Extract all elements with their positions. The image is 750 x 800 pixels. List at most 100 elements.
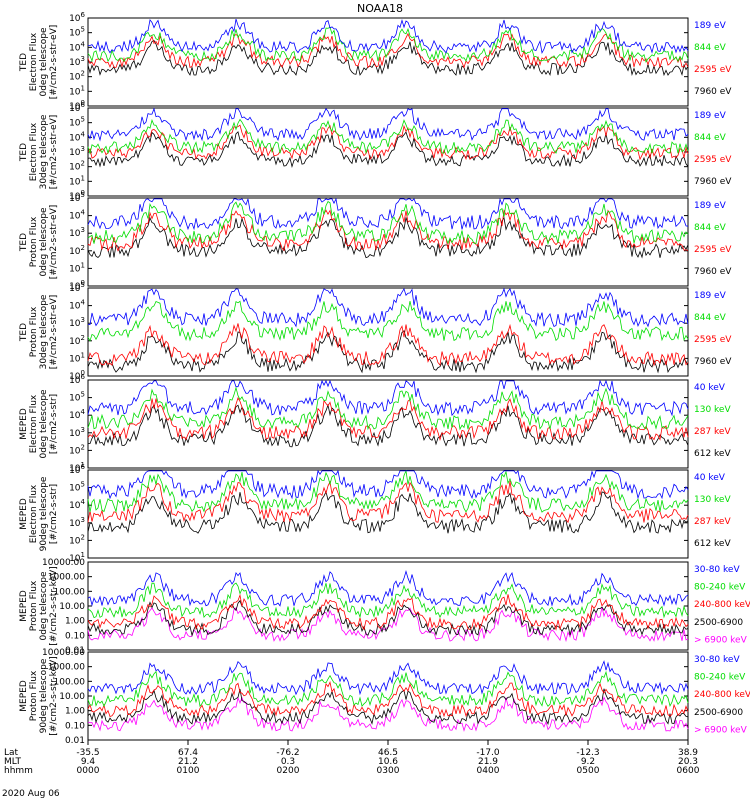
y-tick-label: 102 [69, 533, 85, 546]
y-tick-label: 100.00 [54, 677, 86, 687]
y-tick-label: 1.00 [65, 707, 85, 717]
series-line [87, 323, 689, 367]
y-tick-label: 105 [69, 116, 85, 129]
legend-entry: 2595 eV [694, 65, 732, 75]
y-tick-label: 10.00 [59, 692, 85, 702]
series-line [87, 599, 689, 637]
panel-frame [87, 197, 689, 287]
series-line [87, 118, 689, 155]
y-tick-label: 103 [69, 55, 85, 68]
legend-entry: 7960 eV [694, 357, 732, 367]
y-tick-label: 106 [69, 11, 85, 24]
x-tick-label-hhmm: 0500 [577, 766, 600, 776]
panel-meped-proton-90deg: 0.01 0.10 1.00 10.00 100.00 1000.00 10000.00ME… [19, 648, 750, 746]
series-line [87, 287, 689, 328]
series-line [87, 696, 689, 732]
y-tick-label: 1.00 [65, 617, 85, 627]
series-line [87, 469, 689, 500]
x-tick-label-lat: 46.5 [378, 748, 398, 758]
y-tick-label: 101 [69, 174, 85, 187]
series-line [87, 39, 689, 77]
series-line [87, 216, 689, 259]
legend-entry: 7960 eV [694, 267, 732, 277]
legend-entry: 189 eV [694, 291, 727, 301]
x-tick-label-mlt: 9.4 [81, 757, 96, 767]
series-line [87, 209, 689, 252]
legend-entry: 80-240 keV [694, 673, 746, 683]
panel-frame [87, 469, 689, 559]
x-tick-label-lat: -17.0 [476, 748, 500, 758]
legend-entry: 40 keV [694, 473, 726, 483]
y-tick-label: 102 [69, 70, 85, 83]
legend-entry: 2595 eV [694, 335, 732, 345]
x-row-label: MLT [4, 757, 22, 767]
series-line [87, 107, 689, 142]
panel-frame [87, 379, 689, 469]
y-tick-label: 103 [69, 426, 85, 439]
x-tick-label-mlt: 21.2 [178, 757, 198, 767]
y-tick-label: 0.01 [65, 736, 85, 746]
x-tick-label-hhmm: 0000 [77, 766, 100, 776]
x-tick-label-lat: 67.4 [178, 748, 198, 758]
legend-entry: 240-800 keV [694, 600, 750, 610]
x-tick-label-lat: -76.2 [276, 748, 299, 758]
x-tick-label-hhmm: 0400 [477, 766, 500, 776]
legend-entry: 80-240 keV [694, 583, 746, 593]
x-tick-label-mlt: 20.3 [678, 757, 698, 767]
legend-entry: 30-80 keV [694, 655, 740, 665]
y-tick-label: 105 [69, 26, 85, 39]
x-tick-label-hhmm: 0600 [677, 766, 700, 776]
panel-frame [87, 287, 689, 377]
series-line [88, 18, 689, 55]
figure-title: NOAA18 [357, 2, 403, 15]
series-line [87, 330, 689, 374]
y-axis-label: MEPEDElectron Flux90deg telescope[#/cm2-… [19, 476, 59, 551]
y-axis-label: TEDProton Flux30deg telescope[#/cm2-s-st… [19, 294, 59, 369]
series-line [87, 688, 689, 726]
date-label: 2020 Aug 06 [2, 789, 60, 799]
legend-entry: 844 eV [694, 313, 727, 323]
legend-entry: 612 keV [694, 539, 731, 549]
y-tick-label: 104 [69, 209, 85, 222]
y-axis-label: MEPEDElectron Flux0deg telescope[#/cm2-s… [19, 389, 59, 459]
y-tick-label: 102 [69, 160, 85, 173]
legend-entry: 844 eV [694, 43, 727, 53]
y-axis-label: MEPEDProton Flux0deg telescope[#/cm2-s-s… [19, 566, 59, 645]
y-tick-label: 0.01 [65, 646, 85, 656]
legend-entry: 612 keV [694, 449, 731, 459]
series-line [87, 124, 689, 161]
legend-entry: 7960 eV [694, 87, 732, 97]
series-line [87, 131, 689, 168]
legend-entry: 189 eV [694, 111, 727, 121]
legend-entry: 2595 eV [694, 245, 732, 255]
legend-entry: > 6900 keV [694, 725, 748, 735]
series-line [87, 681, 689, 718]
legend-entry: 2500-6900 [694, 708, 743, 718]
y-tick-label: 103 [69, 516, 85, 529]
series-line [87, 197, 689, 231]
y-tick-label: 10.00 [59, 602, 85, 612]
y-tick-label: 104 [69, 408, 85, 421]
y-tick-label: 104 [69, 130, 85, 143]
y-axis-label: TEDProton Flux0deg telescope[#/cm2-s-str… [19, 205, 59, 280]
y-tick-label: 1000.00 [48, 663, 85, 673]
series-line [87, 26, 689, 63]
y-tick-label: 101 [69, 84, 85, 97]
y-tick-label: 105 [69, 481, 85, 494]
y-tick-label: 0.10 [65, 631, 85, 641]
series-line [87, 379, 689, 417]
series-line [87, 480, 689, 524]
y-axis-label: TEDElectron Flux30deg telescope[#/cm2-s-… [19, 114, 59, 189]
legend-entry: 40 keV [694, 383, 726, 393]
legend-entry: 130 keV [694, 405, 731, 415]
y-tick-label: 103 [69, 316, 85, 329]
x-tick-label-lat: -35.5 [76, 748, 99, 758]
x-row-label: Lat [4, 748, 19, 758]
y-tick-label: 103 [69, 226, 85, 239]
